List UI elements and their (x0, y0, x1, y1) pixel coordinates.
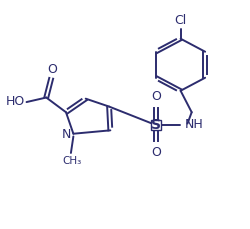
Text: CH₃: CH₃ (62, 156, 82, 166)
Text: O: O (47, 63, 57, 76)
Text: O: O (150, 90, 160, 103)
Text: N: N (61, 128, 71, 141)
Text: O: O (150, 146, 160, 159)
Bar (150, 120, 161, 130)
Text: NH: NH (184, 118, 202, 131)
Text: Cl: Cl (174, 14, 186, 27)
Text: S: S (150, 118, 160, 132)
Text: S: S (150, 118, 160, 132)
Text: HO: HO (6, 95, 25, 108)
